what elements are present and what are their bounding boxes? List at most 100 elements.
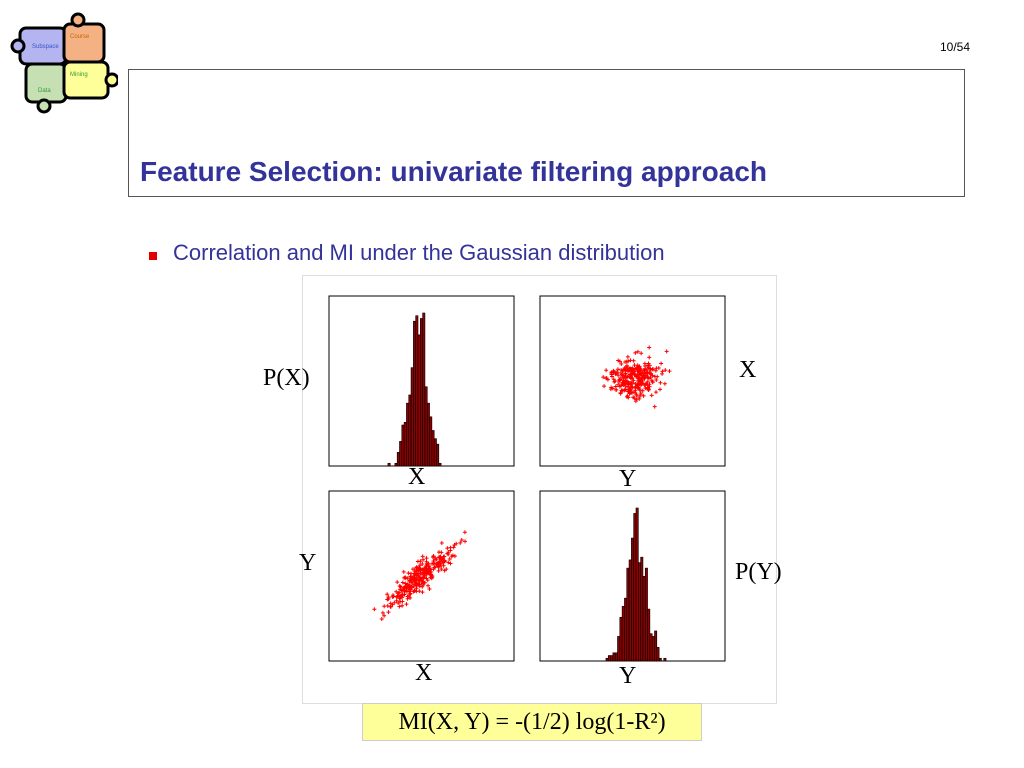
logo-text: Subspace bbox=[32, 44, 59, 50]
scatter-point bbox=[623, 371, 628, 376]
scatter-point bbox=[434, 557, 439, 562]
scatter-point bbox=[643, 371, 648, 376]
scatter-point bbox=[638, 372, 643, 377]
puzzle-piece bbox=[62, 60, 110, 100]
scatter-point bbox=[653, 368, 658, 373]
scatter-point bbox=[388, 604, 393, 609]
scatter-point bbox=[655, 374, 660, 379]
scatter-point bbox=[406, 571, 411, 576]
scatter-point bbox=[439, 550, 444, 555]
histogram-bar bbox=[612, 652, 616, 662]
axis-label: X bbox=[408, 464, 426, 490]
scatter-point bbox=[647, 355, 652, 360]
scatter-point bbox=[648, 372, 653, 377]
scatter-point bbox=[649, 393, 654, 398]
scatter-point bbox=[640, 369, 645, 374]
scatter-point bbox=[420, 581, 425, 586]
slide-title: Feature Selection: univariate filtering … bbox=[140, 156, 768, 187]
scatter-point bbox=[613, 378, 618, 383]
histogram-bar bbox=[654, 630, 658, 662]
scatter-point bbox=[601, 375, 606, 380]
scatter-point bbox=[610, 386, 615, 391]
scatter-point bbox=[646, 376, 651, 381]
scatter-point bbox=[459, 537, 464, 542]
histogram-bar bbox=[429, 416, 433, 467]
scatter-point bbox=[608, 387, 613, 392]
scatter-point bbox=[445, 551, 450, 556]
scatter-point bbox=[647, 345, 652, 350]
scatter-point bbox=[405, 576, 410, 581]
scatter-point bbox=[658, 380, 663, 385]
scatter-point bbox=[636, 378, 641, 383]
scatter-point bbox=[631, 369, 636, 374]
scatter-point bbox=[634, 393, 639, 398]
scatter-point bbox=[386, 610, 391, 615]
puzzle-piece bbox=[24, 62, 68, 104]
scatter-point bbox=[656, 366, 661, 371]
scatter-point bbox=[617, 377, 622, 382]
axis-label: Y bbox=[299, 550, 317, 576]
scatter-point bbox=[458, 540, 463, 545]
scatter-point bbox=[449, 554, 454, 559]
scatter-point bbox=[452, 542, 457, 547]
histogram-bar bbox=[401, 424, 405, 467]
scatter-point bbox=[414, 566, 419, 571]
scatter-point bbox=[615, 367, 620, 372]
histogram-bar bbox=[410, 367, 414, 467]
scatter-point bbox=[404, 586, 409, 591]
scatter-point bbox=[639, 351, 644, 356]
scatter-point bbox=[402, 588, 407, 593]
histogram-bar bbox=[426, 402, 430, 467]
scatter-point bbox=[648, 366, 653, 371]
scatter-point bbox=[386, 595, 391, 600]
scatter-point bbox=[409, 574, 414, 579]
histogram-bar bbox=[399, 441, 403, 467]
scatter-point bbox=[652, 404, 657, 409]
scatter-point bbox=[628, 372, 633, 377]
scatter-point bbox=[425, 562, 430, 567]
scatter-point bbox=[447, 556, 452, 561]
scatter-point bbox=[415, 572, 420, 577]
histogram-bar bbox=[438, 462, 442, 467]
scatter-point bbox=[421, 557, 426, 562]
scatter-point bbox=[619, 376, 624, 381]
scatter-point bbox=[635, 365, 640, 370]
scatter-point bbox=[435, 563, 440, 568]
scatter-point bbox=[623, 384, 628, 389]
scatter-point bbox=[400, 603, 405, 608]
scatter-point bbox=[414, 581, 419, 586]
histogram-bar bbox=[644, 567, 648, 662]
scatter-point bbox=[638, 368, 643, 373]
scatter-point bbox=[423, 567, 428, 572]
figure: P(X) X Y X Y X Y P(Y) bbox=[263, 275, 782, 704]
scatter-point bbox=[628, 358, 633, 363]
histogram-bar bbox=[417, 334, 421, 467]
histogram-bar bbox=[663, 657, 667, 662]
scatter-point bbox=[411, 576, 416, 581]
scatter-point bbox=[401, 569, 406, 574]
scatter-point bbox=[427, 568, 432, 573]
histogram-bar bbox=[647, 608, 651, 662]
scatter-point bbox=[404, 602, 409, 607]
histogram-bar bbox=[394, 462, 398, 467]
scatter-point bbox=[622, 366, 627, 371]
scatter-point bbox=[654, 390, 659, 395]
histogram-bar bbox=[628, 559, 632, 662]
scatter-point bbox=[663, 368, 668, 373]
scatter-point bbox=[380, 610, 385, 615]
scatter-point bbox=[610, 374, 615, 379]
scatter-point bbox=[448, 545, 453, 550]
scatter-point bbox=[379, 617, 384, 622]
histogram-bar bbox=[403, 421, 407, 467]
histogram-bar bbox=[431, 430, 435, 467]
histogram-bar bbox=[433, 438, 437, 467]
scatter-point bbox=[640, 388, 645, 393]
scatter-point bbox=[622, 387, 627, 392]
scatter-point bbox=[625, 389, 630, 394]
scatter-point bbox=[638, 391, 643, 396]
scatter-point bbox=[616, 373, 621, 378]
scatter-point bbox=[442, 554, 447, 559]
scatter-point bbox=[444, 567, 449, 572]
scatter-point bbox=[391, 594, 396, 599]
